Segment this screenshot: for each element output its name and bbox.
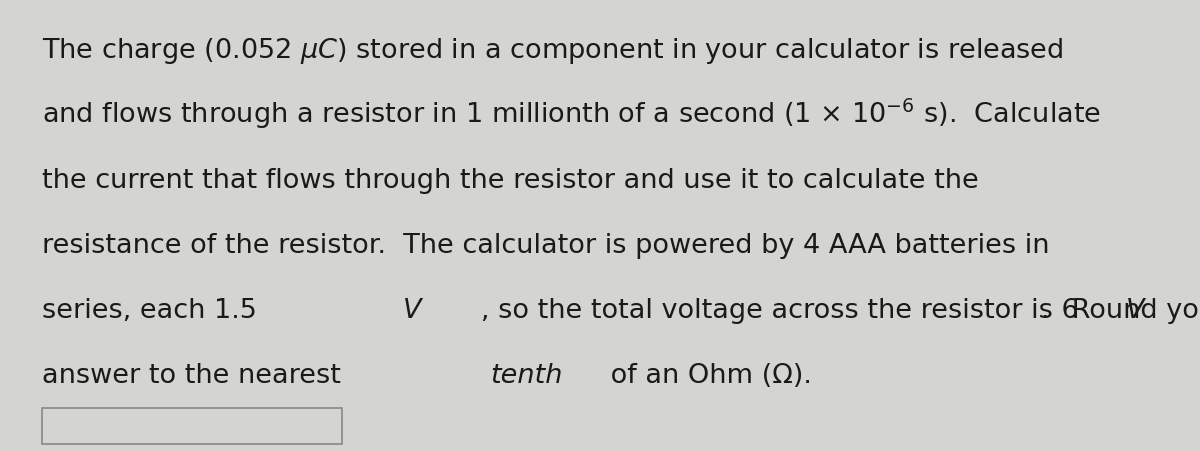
Text: tenth: tenth: [490, 363, 563, 389]
Text: resistance of the resistor.  The calculator is powered by 4 AAA batteries in: resistance of the resistor. The calculat…: [42, 233, 1050, 259]
Text: V: V: [403, 298, 421, 324]
Text: the current that flows through the resistor and use it to calculate the: the current that flows through the resis…: [42, 168, 979, 194]
Text: , so the total voltage across the resistor is 6: , so the total voltage across the resist…: [481, 298, 1084, 324]
Text: of an Ohm (Ω).: of an Ohm (Ω).: [602, 363, 812, 389]
Text: V: V: [1126, 298, 1144, 324]
Text: and flows through a resistor in 1 millionth of a second (1 $\times$ 10$^{-6}$ s): and flows through a resistor in 1 millio…: [42, 97, 1102, 131]
Text: answer to the nearest: answer to the nearest: [42, 363, 349, 389]
FancyBboxPatch shape: [42, 408, 342, 444]
Text: .  Round your: . Round your: [1040, 298, 1200, 324]
Text: series, each 1.5: series, each 1.5: [42, 298, 263, 324]
Text: The charge (0.052 $\mu\mathit{C}$) stored in a component in your calculator is r: The charge (0.052 $\mu\mathit{C}$) store…: [42, 36, 1063, 66]
